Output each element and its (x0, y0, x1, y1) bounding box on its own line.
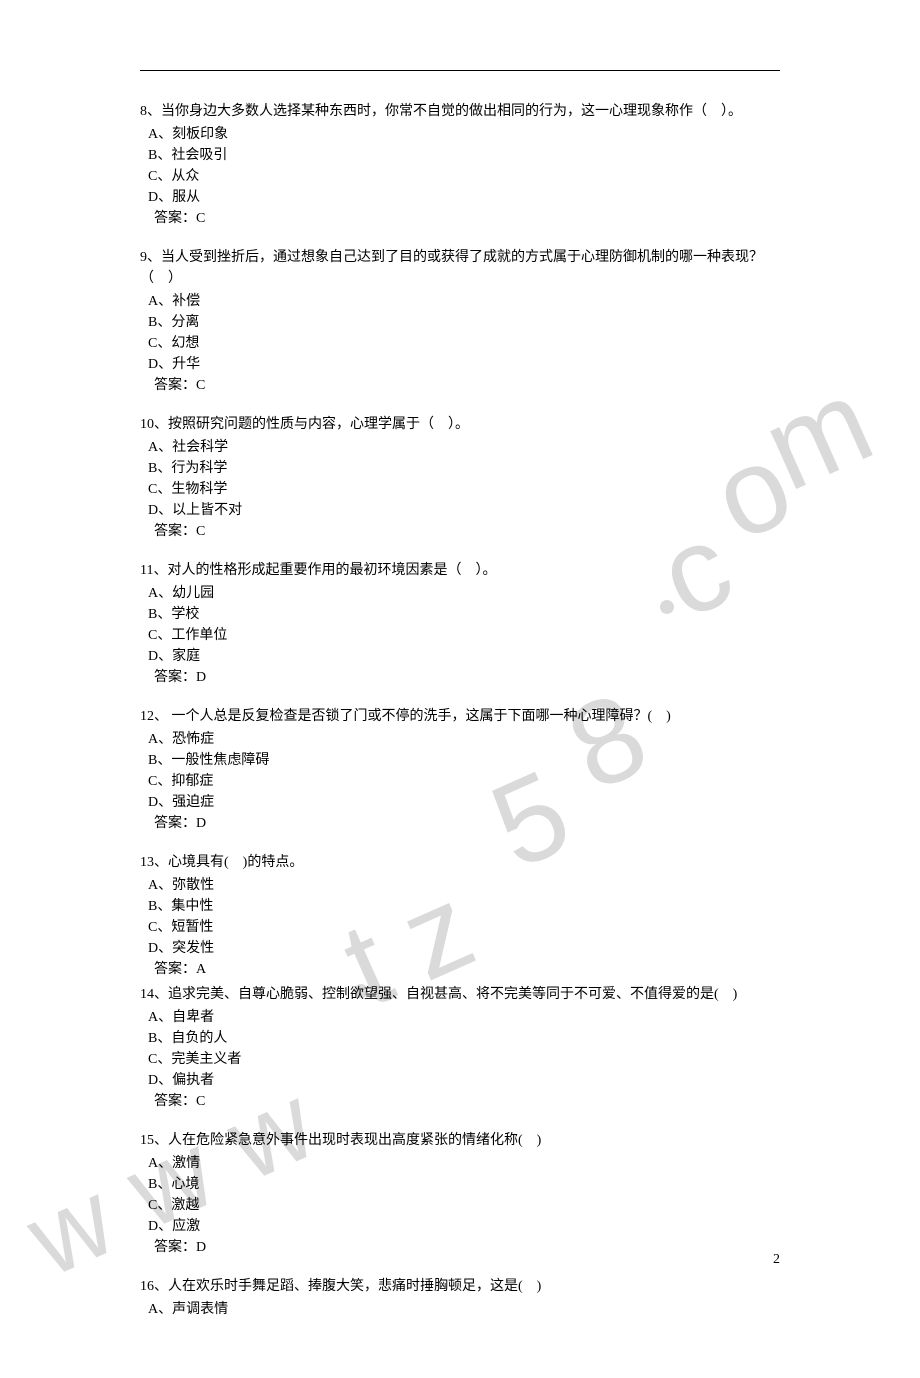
option-a: A、刻板印象 (140, 124, 790, 145)
question-16: 16、人在欢乐时手舞足蹈、捧腹大笑，悲痛时捶胸顿足，这是( ) A、声调表情 (140, 1276, 790, 1320)
option-d: D、应激 (140, 1216, 790, 1237)
question-text: 11、对人的性格形成起重要作用的最初环境因素是（ ）。 (140, 560, 790, 581)
page-container: 8、当你身边大多数人选择某种东西时，你常不自觉的做出相同的行为，这一心理现象称作… (0, 0, 920, 1378)
option-b: B、行为科学 (140, 458, 790, 479)
option-d: D、升华 (140, 354, 790, 375)
question-text: 15、人在危险紧急意外事件出现时表现出高度紧张的情绪化称( ) (140, 1130, 790, 1151)
question-15: 15、人在危险紧急意外事件出现时表现出高度紧张的情绪化称( ) A、激情 B、心… (140, 1130, 790, 1258)
option-a: A、声调表情 (140, 1299, 790, 1320)
option-b: B、社会吸引 (140, 145, 790, 166)
question-14: 14、追求完美、自尊心脆弱、控制欲望强、自视甚高、将不完美等同于不可爱、不值得爱… (140, 984, 790, 1112)
option-d: D、强迫症 (140, 792, 790, 813)
option-a: A、激情 (140, 1153, 790, 1174)
option-a: A、弥散性 (140, 875, 790, 896)
question-text: 10、按照研究问题的性质与内容，心理学属于（ ）。 (140, 414, 790, 435)
option-b: B、自负的人 (140, 1028, 790, 1049)
option-d: D、突发性 (140, 938, 790, 959)
answer: 答案：D (140, 1237, 790, 1258)
option-b: B、集中性 (140, 896, 790, 917)
answer: 答案：C (140, 375, 790, 396)
option-c: C、工作单位 (140, 625, 790, 646)
question-text: 16、人在欢乐时手舞足蹈、捧腹大笑，悲痛时捶胸顿足，这是( ) (140, 1276, 790, 1297)
option-d: D、以上皆不对 (140, 500, 790, 521)
question-9: 9、当人受到挫折后，通过想象自己达到了目的或获得了成就的方式属于心理防御机制的哪… (140, 247, 790, 396)
option-c: C、从众 (140, 166, 790, 187)
option-c: C、激越 (140, 1195, 790, 1216)
option-d: D、偏执者 (140, 1070, 790, 1091)
option-b: B、心境 (140, 1174, 790, 1195)
option-a: A、自卑者 (140, 1007, 790, 1028)
question-text: 8、当你身边大多数人选择某种东西时，你常不自觉的做出相同的行为，这一心理现象称作… (140, 101, 790, 122)
answer: 答案：A (140, 959, 790, 980)
answer: 答案：C (140, 208, 790, 229)
option-b: B、一般性焦虑障碍 (140, 750, 790, 771)
question-text: 13、心境具有( )的特点。 (140, 852, 790, 873)
option-a: A、恐怖症 (140, 729, 790, 750)
option-b: B、学校 (140, 604, 790, 625)
option-d: D、服从 (140, 187, 790, 208)
answer: 答案：C (140, 521, 790, 542)
page-number: 2 (773, 1252, 780, 1268)
option-c: C、生物科学 (140, 479, 790, 500)
answer: 答案：C (140, 1091, 790, 1112)
question-text: 9、当人受到挫折后，通过想象自己达到了目的或获得了成就的方式属于心理防御机制的哪… (140, 247, 790, 289)
question-text: 14、追求完美、自尊心脆弱、控制欲望强、自视甚高、将不完美等同于不可爱、不值得爱… (140, 984, 790, 1005)
option-b: B、分离 (140, 312, 790, 333)
answer: 答案：D (140, 667, 790, 688)
question-12: 12、 一个人总是反复检查是否锁了门或不停的洗手，这属于下面哪一种心理障碍？( … (140, 706, 790, 834)
question-8: 8、当你身边大多数人选择某种东西时，你常不自觉的做出相同的行为，这一心理现象称作… (140, 101, 790, 229)
option-a: A、幼儿园 (140, 583, 790, 604)
option-d: D、家庭 (140, 646, 790, 667)
option-c: C、抑郁症 (140, 771, 790, 792)
answer: 答案：D (140, 813, 790, 834)
question-13: 13、心境具有( )的特点。 A、弥散性 B、集中性 C、短暂性 D、突发性 答… (140, 852, 790, 980)
option-c: C、幻想 (140, 333, 790, 354)
question-11: 11、对人的性格形成起重要作用的最初环境因素是（ ）。 A、幼儿园 B、学校 C… (140, 560, 790, 688)
top-divider (140, 70, 780, 71)
option-a: A、补偿 (140, 291, 790, 312)
option-a: A、社会科学 (140, 437, 790, 458)
question-text: 12、 一个人总是反复检查是否锁了门或不停的洗手，这属于下面哪一种心理障碍？( … (140, 706, 790, 727)
question-10: 10、按照研究问题的性质与内容，心理学属于（ ）。 A、社会科学 B、行为科学 … (140, 414, 790, 542)
option-c: C、短暂性 (140, 917, 790, 938)
option-c: C、完美主义者 (140, 1049, 790, 1070)
